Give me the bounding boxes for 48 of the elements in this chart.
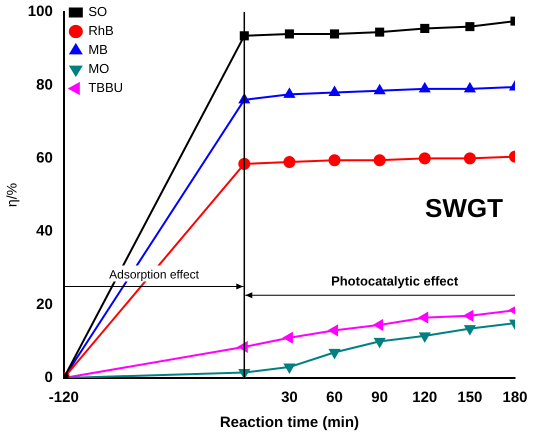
y-axis-title: η/% (3, 182, 20, 208)
point (374, 154, 386, 166)
y-tick-label: 40 (36, 222, 53, 240)
point (418, 152, 431, 164)
legend-label: SO (88, 4, 108, 20)
x-axis-title: Reaction time (min) (220, 414, 360, 432)
legend-label: MB (88, 42, 108, 58)
x-tick-label: 30 (281, 389, 298, 406)
point (329, 348, 340, 358)
y-tick-label: 80 (36, 76, 53, 94)
x-tick-label: 60 (326, 389, 343, 406)
x-tick-label: 90 (371, 389, 388, 406)
x-tick-label: 150 (457, 389, 482, 406)
point (328, 154, 341, 166)
point (374, 320, 384, 330)
point (464, 82, 476, 92)
point (464, 152, 476, 164)
legend-label: TBBU (88, 80, 123, 96)
x-tick-label: 180 (502, 389, 528, 406)
point (419, 332, 430, 342)
annotation: Photocatalytic effect (331, 273, 459, 288)
x-tick-label: -120 (48, 389, 79, 406)
point (284, 29, 294, 38)
legend-label: MO (88, 61, 110, 76)
y-tick-label: 100 (28, 3, 53, 20)
legend-label: RhB (88, 23, 114, 38)
y-tick-label: 60 (36, 150, 53, 167)
y-tick-label: 20 (36, 296, 53, 313)
annotation: Adsorption effect (109, 268, 200, 282)
point (464, 310, 474, 322)
point (284, 364, 295, 374)
point (374, 84, 385, 94)
point (329, 86, 340, 96)
point (465, 22, 474, 32)
point (330, 29, 340, 38)
x-tick-label: 120 (412, 389, 438, 406)
point (418, 312, 428, 323)
point (284, 88, 295, 98)
point (374, 338, 385, 348)
point (419, 82, 430, 92)
point (464, 325, 476, 335)
point (420, 24, 430, 34)
point (375, 28, 384, 37)
y-tick-label: 0 (44, 369, 53, 386)
point (283, 332, 293, 344)
annotation: SWGT (425, 192, 504, 223)
point (283, 156, 296, 168)
point (328, 325, 338, 336)
